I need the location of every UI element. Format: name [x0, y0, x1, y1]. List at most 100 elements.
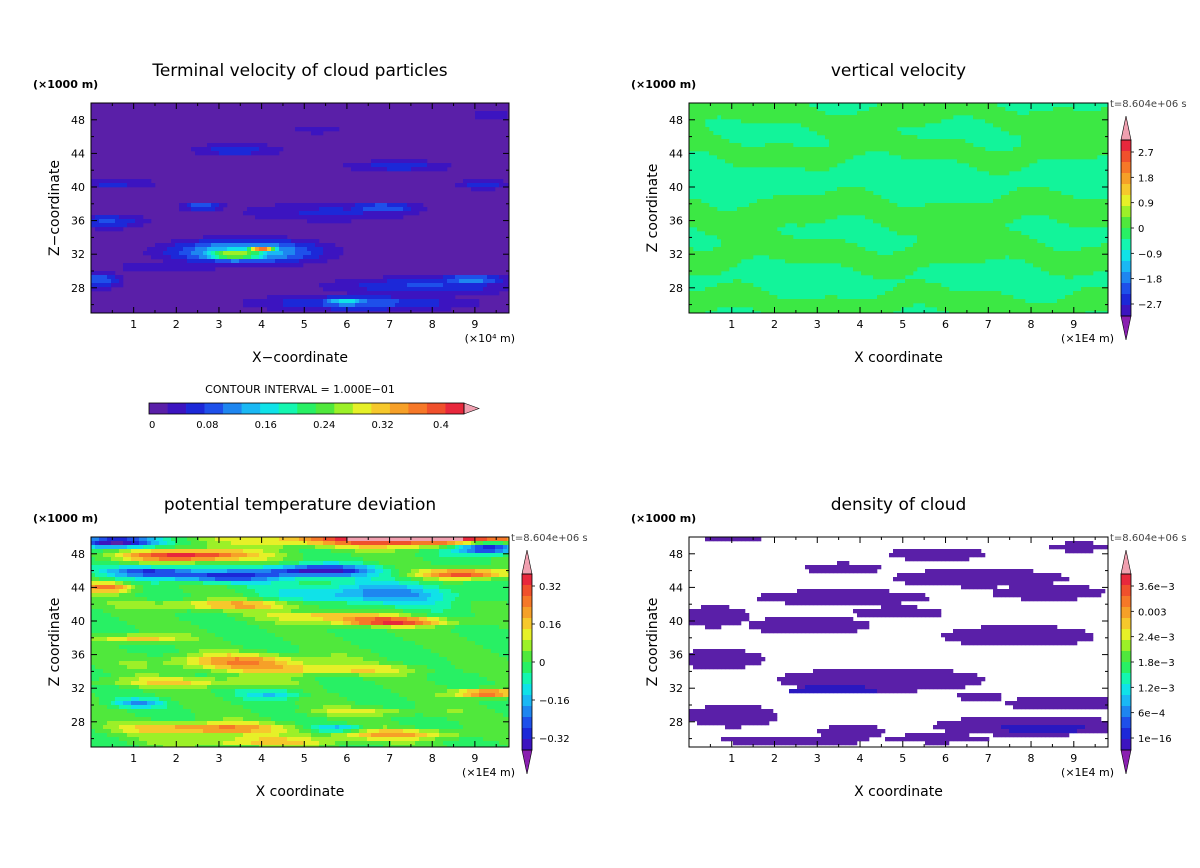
field-cell — [977, 231, 982, 236]
field-cell — [785, 303, 790, 308]
field-cell — [701, 203, 706, 208]
field-cell — [1061, 267, 1066, 272]
field-cell — [271, 207, 276, 212]
field-cell — [1077, 223, 1082, 228]
field-cell — [467, 299, 472, 304]
field-cell — [813, 107, 818, 112]
field-cell — [769, 203, 774, 208]
field-cell — [115, 537, 120, 542]
x-tick-label: 9 — [471, 318, 478, 331]
field-cell — [279, 541, 284, 546]
field-cell — [271, 295, 276, 300]
field-cell — [805, 307, 810, 312]
field-cell — [813, 119, 818, 124]
field-cell — [415, 283, 420, 288]
field-cell — [195, 267, 200, 272]
field-cell — [897, 111, 902, 116]
field-cell — [993, 235, 998, 240]
field-cell — [857, 131, 862, 136]
field-cell — [749, 247, 754, 252]
field-cell — [327, 307, 332, 312]
field-cell — [777, 103, 782, 108]
field-cell — [319, 219, 324, 224]
field-cell — [889, 299, 894, 304]
field-cell — [1093, 111, 1098, 116]
field-cell — [331, 287, 336, 292]
field-cell — [937, 147, 942, 152]
field-cell — [495, 111, 500, 116]
field-cell — [753, 111, 758, 116]
field-cell — [925, 263, 930, 268]
field-cell — [921, 263, 926, 268]
field-cell — [721, 259, 726, 264]
field-cell — [689, 111, 694, 116]
field-cell — [897, 139, 902, 144]
field-cell — [1081, 291, 1086, 296]
field-cell — [331, 303, 336, 308]
field-cell — [287, 299, 292, 304]
field-cell — [455, 183, 460, 188]
field-cell — [809, 251, 814, 256]
field-cell — [797, 155, 802, 160]
field-cell — [877, 255, 882, 260]
field-cell — [495, 183, 500, 188]
field-cell — [953, 259, 958, 264]
field-cell — [487, 291, 492, 296]
field-cell — [717, 259, 722, 264]
field-cell — [801, 259, 806, 264]
field-cell — [941, 259, 946, 264]
field-cell — [813, 163, 818, 168]
field-cell — [327, 537, 332, 542]
field-cell — [781, 211, 786, 216]
x-tick-label: 5 — [301, 318, 308, 331]
field-cell — [741, 211, 746, 216]
field-cell — [857, 251, 862, 256]
field-cell — [1061, 271, 1066, 276]
field-cell — [833, 195, 838, 200]
field-cell — [797, 219, 802, 224]
field-cell — [207, 203, 212, 208]
field-cell — [1081, 155, 1086, 160]
field-cell — [817, 303, 822, 308]
field-cell — [777, 307, 782, 312]
field-cell — [801, 303, 806, 308]
field-cell — [993, 219, 998, 224]
field-cell — [283, 243, 288, 248]
field-cell — [797, 119, 802, 124]
field-cell — [1069, 143, 1074, 148]
field-cell — [941, 103, 946, 108]
field-cell — [701, 255, 706, 260]
field-cell — [713, 139, 718, 144]
field-cell — [869, 107, 874, 112]
field-cell — [789, 235, 794, 240]
field-cell — [953, 239, 958, 244]
field-cell — [1013, 231, 1018, 236]
field-cell — [407, 207, 412, 212]
field-cell — [925, 247, 930, 252]
field-cell — [889, 131, 894, 136]
field-cell — [901, 147, 906, 152]
field-cell — [873, 303, 878, 308]
field-cell — [773, 227, 778, 232]
field-cell — [1065, 127, 1070, 132]
field-cell — [471, 541, 476, 546]
field-cell — [1085, 287, 1090, 292]
field-cell — [1061, 151, 1066, 156]
field-cell — [829, 135, 834, 140]
field-cell — [431, 275, 436, 280]
field-cell — [127, 179, 132, 184]
field-cell — [1073, 255, 1078, 260]
field-cell — [953, 223, 958, 228]
field-cell — [849, 203, 854, 208]
field-cell — [973, 163, 978, 168]
field-cell — [729, 259, 734, 264]
field-cell — [753, 227, 758, 232]
field-cell — [279, 215, 284, 220]
field-cell — [829, 295, 834, 300]
field-cell — [829, 151, 834, 156]
field-cell — [503, 279, 508, 284]
field-cell — [969, 247, 974, 252]
field-cell — [913, 283, 918, 288]
colorbar-bottom-arrow — [1120, 315, 1132, 341]
field-cell — [797, 111, 802, 116]
